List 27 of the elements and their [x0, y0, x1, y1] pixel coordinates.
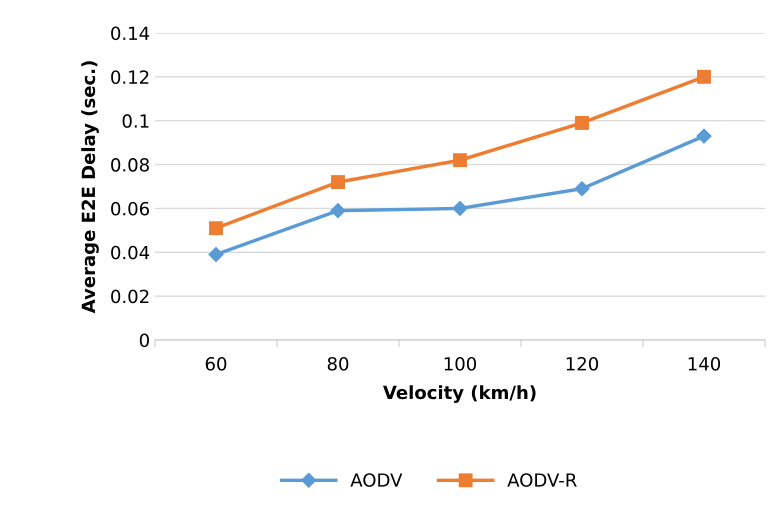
y-tick-label: 0.02	[111, 290, 148, 304]
x-tick-label: 100	[444, 356, 476, 371]
point	[331, 175, 345, 190]
y-tick-label: 0.04	[111, 246, 150, 260]
x-tick-label: 80	[328, 356, 348, 371]
y-axis-title: Average E2E Delay (sec.)	[81, 61, 99, 314]
point	[330, 203, 346, 218]
y-tick-label: 0	[140, 333, 149, 348]
point	[575, 116, 589, 130]
point	[208, 246, 224, 262]
y-tick-label: 0.14	[111, 26, 150, 40]
point	[574, 181, 590, 196]
point	[209, 221, 223, 236]
y-tick-label: 0.12	[111, 70, 148, 84]
x-tick-label: 120	[566, 356, 598, 371]
x-tick-label: 140	[688, 356, 720, 371]
point	[453, 153, 467, 168]
y-tick-label: 0.1	[122, 114, 148, 128]
legend-label: AODV	[350, 473, 402, 487]
y-tick-label: 0.08	[111, 158, 149, 172]
point	[697, 70, 711, 84]
x-tick-label: 60	[206, 356, 226, 371]
point	[452, 200, 468, 216]
point	[696, 128, 712, 144]
legend-label: AODV-R	[507, 473, 577, 487]
y-tick-label: 0.06	[111, 202, 149, 216]
x-axis-title: Velocity (km/h)	[383, 385, 536, 403]
